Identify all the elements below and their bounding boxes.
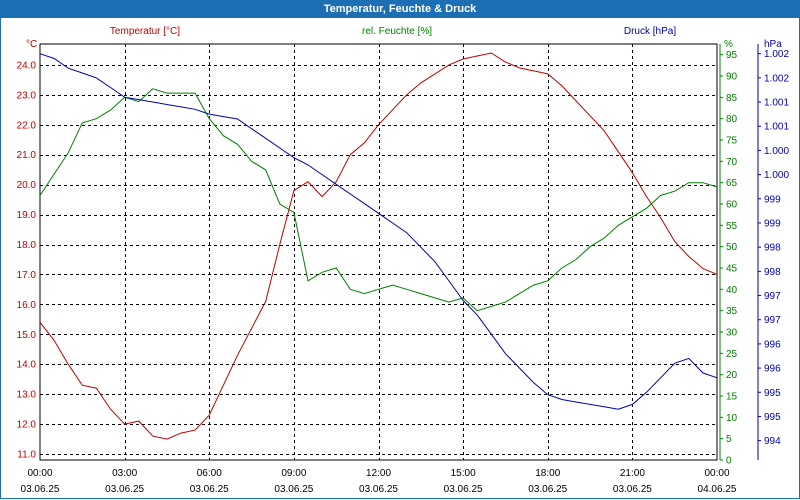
time-tick-label: 09:00 [281,468,306,479]
humidity-tick-label: 85 [726,93,738,104]
pressure-tick-label: 996 [764,364,781,375]
legend: Temperatur [°C] rel. Feuchte [%] Druck [hP… [110,26,676,37]
humidity-tick-label: 40 [726,285,738,296]
pressure-tick-label: 999 [764,194,781,205]
temperature-tick-label: 18.0 [17,240,37,251]
date-tick-label: 03.06.25 [190,484,229,495]
time-tick-label: 18:00 [535,468,560,479]
date-tick-label: 04.06.25 [698,484,737,495]
pressure-tick-label: 1.002 [764,73,789,84]
date-tick-label: 03.06.25 [105,484,144,495]
humidity-tick-label: 25 [726,349,738,360]
humidity-tick-label: 50 [726,242,738,253]
series-line-temperature [39,52,718,440]
pressure-tick-label: 996 [764,339,781,350]
date-tick-label: 03.06.25 [274,484,313,495]
humidity-tick-label: 0 [726,456,732,467]
pressure-tick-label: 997 [764,315,781,326]
pressure-tick-label: 995 [764,388,781,399]
pressure-tick-label: 999 [764,218,781,229]
time-tick-label: 03:00 [112,468,137,479]
pressure-tick-label: 998 [764,243,781,254]
humidity-tick-label: 60 [726,200,738,211]
pressure-tick-label: 1.001 [764,122,789,133]
pressure-tick-label: 998 [764,267,781,278]
temperature-unit-label: °C [26,39,37,50]
legend-label: Temperatur [°C] [110,26,180,37]
pressure-tick-label: 994 [764,436,781,447]
pressure-tick-label: 997 [764,291,781,302]
temperature-tick-label: 19.0 [17,210,37,221]
humidity-tick-label: 5 [726,434,732,445]
temperature-tick-label: 16.0 [17,300,37,311]
temperature-tick-label: 11.0 [17,450,36,461]
humidity-tick-label: 20 [726,370,738,381]
humidity-tick-label: 95 [726,50,738,61]
time-tick-label: 06:00 [197,468,222,479]
date-tick-label: 03.06.25 [444,484,483,495]
humidity-tick-label: 80 [726,114,738,125]
legend-label: rel. Feuchte [%] [362,26,432,37]
time-tick-label: 21:00 [620,468,645,479]
temperature-tick-label: 14.0 [17,360,37,371]
temperature-tick-label: 17.0 [17,270,37,281]
time-tick-label: 15:00 [451,468,476,479]
series-line-pressure [39,53,718,410]
humidity-tick-label: 75 [726,136,738,147]
date-tick-label: 03.06.25 [359,484,398,495]
temperature-tick-label: 24.0 [17,60,37,71]
date-tick-label: 03.06.25 [528,484,567,495]
series-layer [39,52,718,440]
pressure-tick-label: 1.000 [764,146,789,157]
temperature-tick-label: 20.0 [17,180,37,191]
humidity-tick-label: 55 [726,221,738,232]
series-line-humidity [39,88,718,312]
date-tick-label: 03.06.25 [613,484,652,495]
time-tick-label: 00:00 [27,468,52,479]
humidity-tick-label: 90 [726,72,738,83]
humidity-tick-label: 10 [726,413,738,424]
temperature-tick-label: 15.0 [17,330,37,341]
pressure-unit-label: hPa [764,39,782,50]
chart-title: Temperatur, Feuchte & Druck [0,0,800,18]
temperature-axis: °C 11.0 12.0 13.0 14.0 15.0 16.0 17.0 18.0 19.0 20… [17,39,38,461]
temperature-tick-label: 23.0 [17,90,37,101]
pressure-tick-label: 995 [764,412,781,423]
humidity-tick-label: 45 [726,264,738,275]
pressure-tick-label: 1.001 [764,98,789,109]
plot-area-border [39,43,718,461]
time-tick-label: 00:00 [704,468,729,479]
humidity-tick-label: 15 [726,392,738,403]
temperature-tick-label: 21.0 [17,150,37,161]
humidity-tick-label: 35 [726,306,738,317]
date-tick-label: 03.06.25 [21,484,60,495]
pressure-tick-label: 1.002 [764,49,789,60]
humidity-tick-label: 30 [726,328,738,339]
legend-label: Druck [hPa] [624,26,676,37]
temperature-tick-label: 12.0 [17,420,37,431]
pressure-tick-label: 1.000 [764,170,789,181]
pressure-axis: hPa 994 995 995 996 996 997 997 998 998 999 999 1.00… [757,39,789,460]
temperature-tick-label: 13.0 [17,390,37,401]
humidity-unit-label: % [724,39,733,50]
humidity-tick-label: 65 [726,178,738,189]
grid [40,44,717,460]
time-tick-label: 12:00 [366,468,391,479]
temperature-tick-label: 22.0 [17,120,37,131]
time-axis: 00:00 03.06.25 03:00 03.06.25 06:00 03.06.25 0… [21,468,737,495]
humidity-axis: % 0 5 10 15 20 25 30 35 40 45 50 55 60 65 70 75 80 85 90 95 [719,39,738,467]
humidity-tick-label: 70 [726,157,738,168]
